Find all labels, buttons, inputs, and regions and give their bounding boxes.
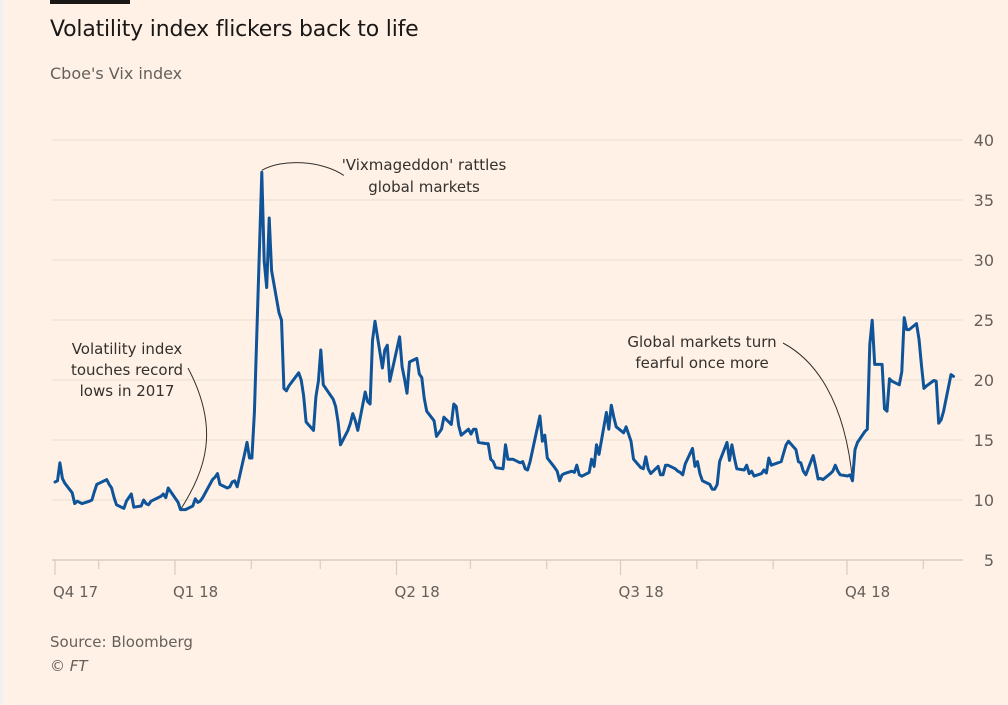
annotation-text: Global markets turn [627, 333, 776, 351]
chart-subtitle: Cboe's Vix index [50, 64, 183, 83]
x-tick-label: Q3 18 [619, 583, 664, 601]
x-tick-label: Q2 18 [395, 583, 440, 601]
annotation-text: touches record [71, 361, 183, 379]
y-tick-label: 30 [974, 251, 994, 270]
gridlines [52, 139, 963, 561]
annotation-connector [180, 367, 208, 510]
annotation-text: fearful once more [635, 354, 768, 372]
ft-top-rule [50, 0, 130, 4]
y-tick-label: 25 [974, 311, 994, 330]
y-tick-label: 10 [974, 491, 994, 510]
y-tick-label: 40 [974, 131, 994, 150]
annotations: 'Vixmageddon' rattles global markets Volat… [71, 156, 854, 510]
y-tick-label: 5 [984, 551, 994, 570]
source-note: Source: Bloomberg [50, 633, 193, 651]
x-tick-label: Q4 17 [53, 583, 98, 601]
annotation-connector [261, 162, 345, 176]
y-tick-label: 15 [974, 431, 994, 450]
annotation-connector [782, 342, 854, 481]
page-left-edge [0, 0, 3, 705]
x-axis: Q4 17 Q1 18 Q2 18 Q3 18 Q4 18 [53, 560, 924, 601]
x-tick-label: Q4 18 [845, 583, 890, 601]
annotation-text: 'Vixmageddon' rattles [342, 156, 507, 174]
annotation-text: lows in 2017 [80, 382, 175, 400]
y-tick-label: 35 [974, 191, 994, 210]
chart-title: Volatility index flickers back to life [50, 17, 419, 42]
vix-series-line [53, 170, 955, 512]
x-tick-label: Q1 18 [173, 583, 218, 601]
copyright-note: © FT [50, 657, 88, 675]
y-axis-ticks: 40 35 30 25 20 15 10 5 [974, 131, 994, 570]
y-tick-label: 20 [974, 371, 994, 390]
annotation-text: Volatility index [72, 340, 183, 358]
annotation-text: global markets [368, 178, 480, 196]
